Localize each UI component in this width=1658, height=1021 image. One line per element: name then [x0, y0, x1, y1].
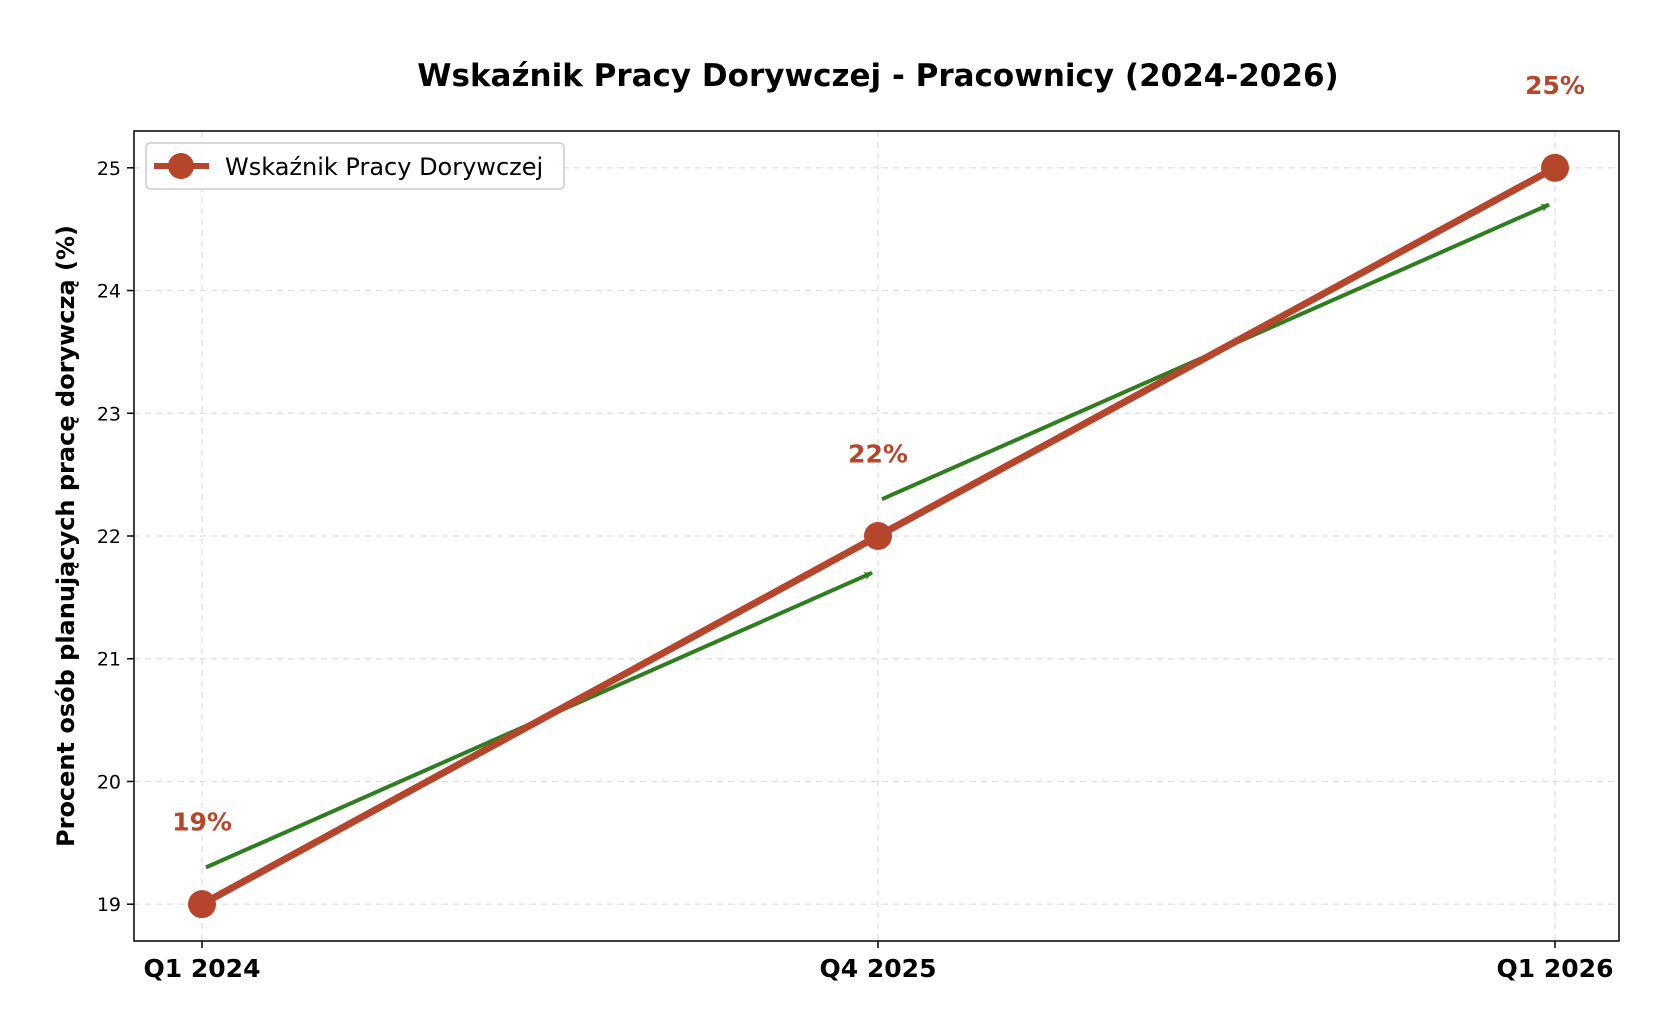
y-tick-label: 22: [97, 526, 121, 548]
y-tick-label: 25: [97, 158, 121, 180]
legend-marker-swatch: [168, 153, 194, 179]
data-labels: 19% 22% 25%: [172, 71, 1585, 836]
x-axis: Q1 2024 Q4 2025 Q1 2026: [144, 941, 1614, 983]
y-axis: 19 20 21 22 23 24 25: [97, 158, 134, 916]
legend-box: [145, 142, 565, 190]
y-tick-label: 21: [97, 649, 121, 671]
series: [188, 153, 1569, 919]
data-label: 25%: [1525, 71, 1585, 100]
data-point: [864, 522, 892, 550]
data-point: [1541, 153, 1569, 182]
legend: Wskaźnik Pracy Dorywczej: [145, 142, 565, 190]
data-label: 19%: [172, 808, 232, 837]
y-axis-label: Procent osób planujących pracę dorywczą …: [52, 225, 80, 847]
x-tick-label: Q4 2025: [820, 954, 937, 983]
x-tick-label: Q1 2026: [1497, 954, 1614, 983]
legend-label: Wskaźnik Pracy Dorywczej: [225, 153, 543, 181]
y-tick-label: 24: [97, 281, 121, 303]
data-label: 22%: [848, 439, 908, 468]
y-tick-label: 20: [97, 771, 121, 793]
y-tick-label: 19: [97, 894, 121, 916]
data-point: [188, 890, 216, 919]
x-tick-label: Q1 2024: [144, 954, 261, 983]
chart-title: Wskaźnik Pracy Dorywczej - Pracownicy (2…: [417, 58, 1338, 94]
y-tick-label: 23: [97, 403, 121, 425]
